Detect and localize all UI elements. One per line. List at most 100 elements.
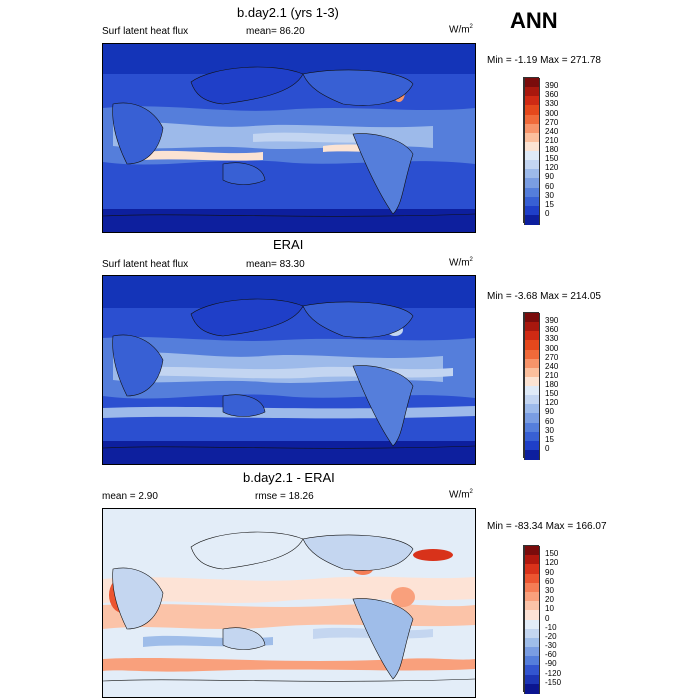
colorbar-swatch: [524, 431, 540, 442]
colorbar-tick-label: 90: [545, 172, 554, 182]
rmse-label: rmse = 18.26: [255, 491, 314, 502]
map-diff-field: [103, 509, 475, 697]
colorbar-swatch: [524, 449, 540, 460]
colorbar-tick-label: 360: [545, 325, 559, 335]
colorbar-tick-label: -150: [545, 677, 562, 687]
colorbar-swatch: [524, 205, 540, 216]
colorbar-swatch: [524, 105, 540, 115]
variable-label: Surf latent heat flux: [102, 259, 189, 270]
colorbar-swatch: [524, 151, 540, 161]
colorbar-tick-label: 240: [545, 126, 559, 136]
map-model-field: [103, 44, 475, 232]
colorbar-tick-label: 330: [545, 334, 559, 344]
colorbar-tick-label: 30: [545, 585, 554, 595]
panel-title: ERAI: [273, 237, 304, 252]
units-label: W/m2: [449, 257, 473, 269]
colorbar-tick-label: 15: [545, 434, 554, 444]
colorbar-tick-label: -30: [545, 641, 557, 651]
colorbar-swatch: [524, 331, 540, 341]
colorbar-swatch: [524, 87, 540, 97]
colorbar-swatch: [524, 582, 540, 593]
colorbar-swatch: [524, 440, 540, 451]
colorbar-swatch: [524, 78, 540, 88]
mean-label: mean= 83.30: [246, 259, 305, 270]
colorbar-tick-label: -60: [545, 650, 557, 660]
panel-title: b.day2.1 - ERAI: [243, 470, 335, 485]
colorbar-tick-label: -20: [545, 631, 557, 641]
colorbar-swatch: [524, 132, 540, 143]
colorbar-swatch: [524, 313, 540, 323]
colorbar-tick-label: 10: [545, 604, 554, 614]
map-obs: [102, 275, 476, 465]
colorbar-swatch: [524, 367, 540, 378]
map-obs-field: [103, 276, 475, 464]
mean-label: mean = 2.90: [102, 491, 158, 502]
colorbar-swatch: [524, 322, 540, 332]
colorbar-tick-label: -90: [545, 659, 557, 669]
colorbar-swatch: [524, 114, 540, 125]
colorbar-swatch: [524, 610, 540, 620]
colorbar-tick-label: 210: [545, 135, 559, 145]
variable-label: Surf latent heat flux: [102, 26, 189, 37]
colorbar-swatch: [524, 187, 540, 198]
mean-label: mean= 86.20: [246, 26, 305, 37]
colorbar-tick-label: 30: [545, 425, 554, 435]
colorbar-tick-label: 180: [545, 145, 559, 154]
colorbar-tick-label: 60: [545, 416, 554, 426]
map-diff: [102, 508, 476, 698]
colorbar-swatch: [524, 628, 540, 639]
colorbar-swatch: [524, 619, 540, 630]
colorbar: [523, 545, 540, 694]
colorbar-swatch: [524, 564, 540, 575]
minmax-label: Min = -83.34 Max = 166.07: [487, 521, 607, 532]
colorbar-tick-label: 270: [545, 352, 559, 362]
colorbar-swatch: [524, 349, 540, 360]
colorbar-tick-label: 270: [545, 117, 559, 127]
colorbar-tick-label: 360: [545, 90, 559, 100]
colorbar-swatch: [524, 123, 540, 134]
colorbar-tick-label: 150: [545, 154, 559, 164]
colorbar-tick-label: 120: [545, 558, 559, 568]
colorbar-tick-label: 150: [545, 549, 559, 559]
colorbar-swatch: [524, 395, 540, 405]
units-label: W/m2: [449, 24, 473, 36]
colorbar-swatch: [524, 141, 540, 152]
colorbar-tick-label: 120: [545, 398, 559, 408]
colorbar-swatch: [524, 546, 540, 556]
panel-title: b.day2.1 (yrs 1-3): [237, 5, 339, 20]
colorbar-tick-label: -120: [545, 668, 562, 678]
minmax-label: Min = -1.19 Max = 271.78: [487, 55, 601, 66]
colorbar-tick-label: 60: [545, 576, 554, 586]
colorbar-tick-label: 330: [545, 99, 559, 109]
colorbar-swatch: [524, 404, 540, 414]
colorbar-swatch: [524, 358, 540, 369]
colorbar-tick-label: 390: [545, 316, 559, 326]
colorbar-tick-label: 15: [545, 199, 554, 209]
colorbar-swatch: [524, 555, 540, 565]
units-label: W/m2: [449, 489, 473, 501]
colorbar-swatch: [524, 376, 540, 387]
colorbar-swatch: [524, 683, 540, 694]
colorbar-tick-label: 90: [545, 567, 554, 577]
colorbar-swatch: [524, 637, 540, 648]
colorbar-swatch: [524, 413, 540, 423]
colorbar-swatch: [524, 196, 540, 207]
colorbar-tick-label: 0: [545, 443, 550, 453]
colorbar: [523, 77, 540, 225]
colorbar-swatch: [524, 214, 540, 225]
colorbar-tick-label: 300: [545, 108, 559, 118]
colorbar-swatch: [524, 178, 540, 188]
colorbar-tick-label: -10: [545, 622, 557, 632]
colorbar-tick-label: 390: [545, 81, 559, 91]
colorbar-tick-label: 0: [545, 613, 550, 623]
map-model: [102, 43, 476, 233]
colorbar-swatch: [524, 169, 540, 179]
colorbar-swatch: [524, 656, 540, 666]
colorbar-tick-label: 30: [545, 190, 554, 200]
colorbar-swatch: [524, 674, 540, 685]
colorbar-swatch: [524, 160, 540, 170]
colorbar-tick-label: 240: [545, 361, 559, 371]
colorbar-tick-label: 90: [545, 407, 554, 417]
colorbar-swatch: [524, 340, 540, 350]
colorbar-tick-label: 150: [545, 389, 559, 399]
